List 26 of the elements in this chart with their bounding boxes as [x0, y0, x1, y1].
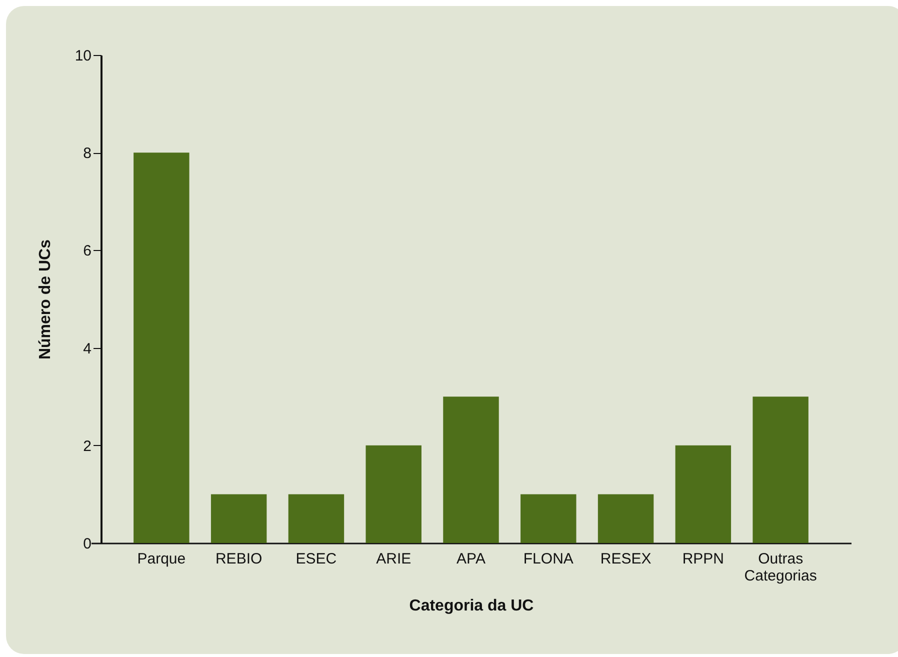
y-tick-label: 6: [83, 242, 92, 260]
y-tick-label: 2: [83, 438, 92, 455]
x-tick-label: Parque: [137, 550, 186, 568]
bar: [752, 396, 808, 543]
x-tick-label: APA: [456, 550, 486, 568]
x-tick-label: ARIE: [376, 550, 412, 568]
bar: [134, 152, 190, 543]
y-axis-title: Número de UCs: [36, 239, 54, 360]
bar: [520, 494, 576, 543]
x-axis-title: Categoria da UC: [409, 598, 534, 614]
y-tick-label: 10: [74, 48, 92, 64]
y-tick-label: 0: [83, 536, 92, 552]
x-tick-label: ESEC: [296, 550, 337, 568]
bar: [288, 494, 344, 543]
y-tick-label: 8: [83, 145, 92, 162]
bar: [443, 396, 499, 543]
bar: [210, 494, 267, 543]
bar: [598, 494, 654, 543]
x-tick-label: REBIO: [215, 550, 262, 568]
y-tick-label: 4: [83, 340, 92, 358]
x-tick-label: RPPN: [682, 550, 724, 568]
x-tick-label: FLONA: [523, 550, 574, 568]
x-tick-label: Outras Categorias: [744, 550, 817, 584]
bar: [675, 445, 732, 543]
bar: [366, 445, 422, 543]
x-tick-label: RESEX: [600, 550, 652, 568]
